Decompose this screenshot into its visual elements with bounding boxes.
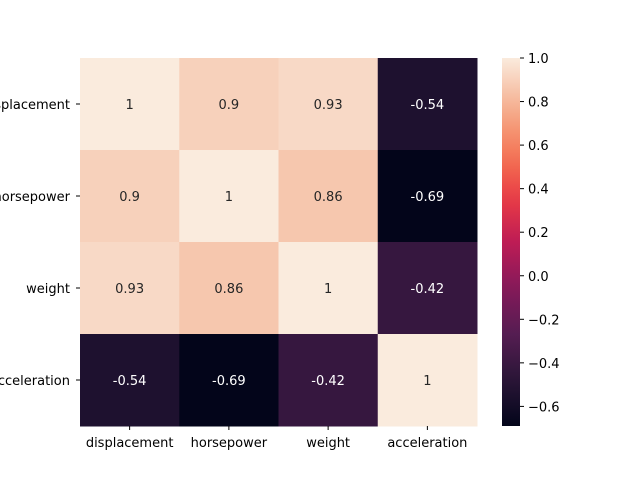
cell-value-label: -0.54 <box>113 374 147 389</box>
colorbar-tick-label: 0.0 <box>528 270 549 285</box>
colorbar-tick-label: −0.6 <box>528 400 560 415</box>
colorbar-tick-label: 0.6 <box>528 139 549 154</box>
x-tick-label: displacement <box>86 436 174 451</box>
cell-value-label: 0.9 <box>219 98 240 113</box>
heatmap-cell-3-2 <box>278 334 379 427</box>
cell-value-label: 1 <box>324 282 332 297</box>
cell-value-label: 1 <box>225 190 233 205</box>
x-tick-label: horsepower <box>191 436 268 451</box>
cell-value-label: 0.93 <box>115 282 144 297</box>
cell-value-label: 1 <box>423 374 431 389</box>
colorbar-tick-label: 0.8 <box>528 96 549 111</box>
colorbar-gradient <box>502 58 520 426</box>
cell-value-label: 0.86 <box>314 190 343 205</box>
heatmap-cells <box>80 58 478 427</box>
cell-value-label: 1 <box>125 98 133 113</box>
cell-value-label: 0.93 <box>314 98 343 113</box>
heatmap-cell-labels: 1 0.9 0.93 -0.54 0.9 1 0.86 -0.69 0.93 0.86 1 -0.42… <box>113 98 444 389</box>
cell-value-label: -0.69 <box>212 374 246 389</box>
heatmap-cell-1-2 <box>278 150 379 243</box>
heatmap-cell-2-0 <box>80 242 180 335</box>
heatmap-cell-0-0 <box>80 58 180 151</box>
y-tick-label: displacement <box>0 98 70 113</box>
y-tick-label: acceleration <box>0 374 70 389</box>
cell-value-label: 0.9 <box>119 190 140 205</box>
heatmap-cell-3-3 <box>377 334 478 427</box>
colorbar-tick-label: 0.4 <box>528 183 549 198</box>
heatmap-cell-0-1 <box>179 58 279 151</box>
x-tick-label: weight <box>306 436 350 451</box>
y-tick-label: horsepower <box>0 190 71 205</box>
colorbar-tick-label: 0.2 <box>528 226 549 241</box>
heatmap-cell-1-3 <box>377 150 478 243</box>
cell-value-label: -0.42 <box>311 374 345 389</box>
colorbar: 1.0 0.8 0.6 0.4 0.2 0.0 −0.2 −0.4 −0.6 <box>502 52 560 426</box>
x-tick-label: acceleration <box>387 436 467 451</box>
y-axis: displacement horsepower weight acceleration <box>0 98 80 389</box>
cell-value-label: -0.69 <box>411 190 445 205</box>
cell-value-label: 0.86 <box>214 282 243 297</box>
heatmap-cell-0-3 <box>377 58 478 151</box>
colorbar-tick-label: 1.0 <box>528 52 549 67</box>
heatmap-cell-3-0 <box>80 334 180 427</box>
heatmap-cell-3-1 <box>179 334 279 427</box>
y-tick-label: weight <box>26 282 70 297</box>
heatmap-cell-1-1 <box>179 150 279 243</box>
heatmap-cell-2-1 <box>179 242 279 335</box>
colorbar-tick-label: −0.4 <box>528 357 560 372</box>
x-axis: displacement horsepower weight acceleration <box>86 426 467 451</box>
heatmap-cell-1-0 <box>80 150 180 243</box>
heatmap-cell-0-2 <box>278 58 379 151</box>
heatmap-cell-2-2 <box>278 242 379 335</box>
cell-value-label: -0.42 <box>411 282 445 297</box>
colorbar-tick-label: −0.2 <box>528 313 560 328</box>
cell-value-label: -0.54 <box>411 98 445 113</box>
heatmap-cell-2-3 <box>377 242 478 335</box>
